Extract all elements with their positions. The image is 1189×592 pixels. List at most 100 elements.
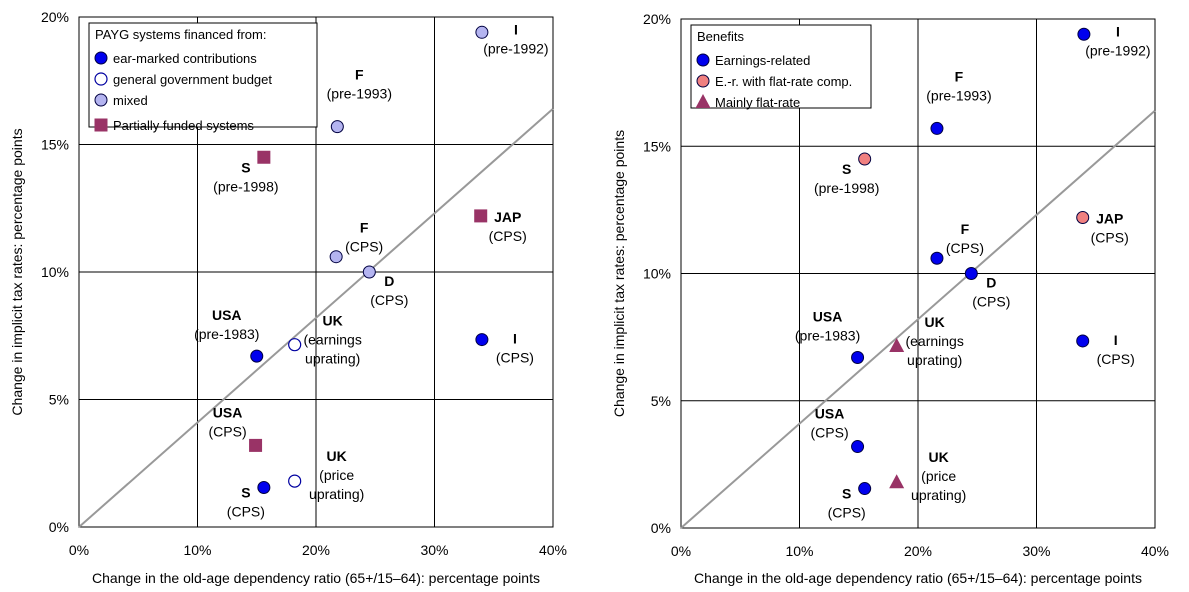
chart-panel-1: 0% 10% 20% 30% 40% 0% 5% 10% 15% 20% Change in the… [9, 9, 567, 586]
legend-marker [94, 51, 108, 65]
legend-marker [94, 72, 108, 86]
point-label-name: JAP [494, 209, 521, 225]
data-point [475, 25, 489, 39]
legend-label: ear-marked contributions [113, 51, 257, 66]
point-label-name: F [355, 67, 364, 83]
y-tick-label: 20% [643, 11, 671, 27]
data-point [964, 267, 978, 280]
legend-marker [695, 94, 711, 108]
data-point [330, 120, 344, 134]
data-point [851, 440, 865, 454]
point-label-detail: (pre-1983) [194, 326, 259, 342]
point-label-name: I [1114, 332, 1118, 348]
legend-label: Partially funded systems [113, 118, 254, 133]
data-point [257, 150, 271, 164]
legend-title: PAYG systems financed from: [95, 27, 266, 42]
legend-marker [696, 53, 710, 67]
data-point [1076, 211, 1090, 225]
y-tick-label: 15% [643, 138, 671, 154]
point-label-detail: (pre-1998) [213, 178, 278, 194]
x-tick-label: 30% [1022, 543, 1050, 559]
x-axis-label: Change in the old-age dependency ratio (… [694, 570, 1142, 586]
point-label-name: UK [323, 313, 343, 329]
point-label-name: F [360, 220, 369, 236]
point-label-detail: (CPS) [1097, 351, 1135, 367]
point-label-detail: (CPS) [227, 503, 265, 519]
legend-label: E.-r. with flat-rate comp. [715, 74, 852, 89]
data-point [1077, 27, 1091, 41]
point-label-detail: (pre-1998) [814, 180, 879, 196]
y-tick-label: 10% [41, 264, 69, 280]
legend-box [88, 22, 318, 128]
legend-label: Earnings-related [715, 53, 810, 68]
data-point [474, 209, 488, 223]
point-label-name: S [241, 159, 250, 175]
y-axis-label: Change in implicit tax rates: percentage… [9, 128, 25, 415]
point-label-detail: (CPS) [1091, 230, 1129, 246]
point-label-detail: (pre-1992) [1085, 42, 1150, 58]
chart-panel-2: 0% 10% 20% 30% 40% 0% 5% 10% 15% 20% Change in the… [611, 11, 1169, 586]
point-label-detail: (CPS) [345, 239, 383, 255]
point-label-name: JAP [1096, 211, 1123, 227]
data-point [362, 265, 376, 279]
point-label-name: I [514, 21, 518, 37]
data-point [889, 474, 905, 489]
data-point [858, 152, 872, 166]
data-point [288, 338, 302, 352]
point-label-detail: (earnings uprating) [905, 333, 963, 368]
legend: PAYG systems financed from: ear-marked co… [88, 22, 318, 133]
x-tick-label: 20% [302, 542, 330, 558]
point-label-detail: (earnings uprating) [303, 332, 361, 367]
point-label-detail: (CPS) [811, 425, 849, 441]
data-point [889, 338, 905, 353]
point-label-name: F [961, 221, 970, 237]
y-tick-label: 15% [41, 137, 69, 153]
data-point [930, 251, 944, 265]
point-label-name: S [241, 484, 250, 500]
x-tick-label: 40% [539, 542, 567, 558]
legend-label: general government budget [113, 72, 272, 87]
legend-box [690, 24, 872, 109]
point-label-detail: (CPS) [209, 423, 247, 439]
point-label-name: USA [212, 307, 242, 323]
x-tick-label: 30% [420, 542, 448, 558]
data-point [257, 480, 271, 494]
point-label-detail: (pre-1992) [483, 40, 548, 56]
legend-marker [94, 118, 108, 132]
legend-marker [94, 93, 108, 107]
data-point [1076, 334, 1090, 348]
x-axis-label: Change in the old-age dependency ratio (… [92, 570, 540, 586]
point-label-name: UK [925, 314, 945, 330]
point-label-name: S [842, 486, 851, 502]
point-label-name: USA [815, 406, 845, 422]
point-label-detail: (CPS) [370, 292, 408, 308]
data-point [288, 474, 302, 488]
point-label-name: D [986, 275, 996, 291]
point-label-detail: (CPS) [828, 505, 866, 521]
point-label-detail: (price uprating) [911, 468, 966, 503]
reference-line [680, 109, 1156, 529]
data-point [475, 333, 489, 347]
data-point [249, 438, 263, 452]
point-label-detail: (pre-1993) [327, 86, 392, 102]
point-label-name: S [842, 161, 851, 177]
legend-marker [696, 74, 710, 88]
y-tick-label: 10% [643, 266, 671, 282]
x-tick-label: 10% [785, 543, 813, 559]
point-label-name: UK [327, 448, 347, 464]
legend: Benefits Earnings-related E.-r. with flat-… [690, 24, 872, 110]
x-tick-label: 10% [183, 542, 211, 558]
point-label-name: USA [213, 404, 243, 420]
point-label-name: I [513, 331, 517, 347]
point-label-name: F [955, 68, 964, 84]
point-label-name: D [384, 273, 394, 289]
data-point [250, 349, 264, 363]
x-tick-label: 0% [671, 543, 691, 559]
legend-title: Benefits [697, 29, 744, 44]
y-axis-label: Change in implicit tax rates: percentage… [611, 130, 627, 417]
y-tick-label: 5% [651, 393, 671, 409]
x-tick-label: 0% [69, 542, 89, 558]
point-label-detail: (CPS) [946, 240, 984, 256]
legend-label: mixed [113, 93, 148, 108]
